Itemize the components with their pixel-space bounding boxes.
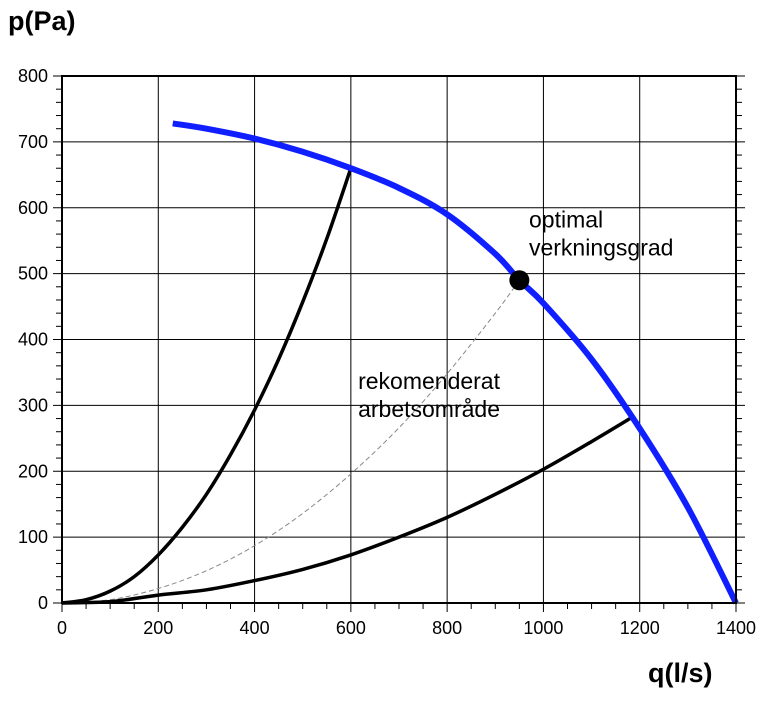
x-tick-label: 200 [143, 618, 173, 638]
plot-frame [61, 75, 737, 604]
system-curve-optimal-line [61, 279, 520, 604]
y-tick-label: 0 [38, 593, 48, 613]
x-tick-label: 1400 [716, 618, 756, 638]
x-tick-label: 600 [336, 618, 366, 638]
y-tick-label: 600 [18, 198, 48, 218]
y-tick-label: 500 [18, 264, 48, 284]
y-tick-label: 800 [18, 66, 48, 86]
plot-border [61, 75, 737, 604]
system-curve-flat-line [61, 417, 631, 605]
x-tick-label: 800 [432, 618, 462, 638]
system-curve-steep-line [61, 167, 353, 605]
y-tick-label: 100 [18, 527, 48, 547]
fan-curve-line [172, 120, 739, 605]
annotation-label: rekomenderat arbetsområde [358, 368, 501, 422]
x-tick-labels: 0 200 400 600 800 1000 1200 1400 [57, 618, 756, 638]
annotations: optimal verkningsgrad rekomenderat arbetsom… [358, 207, 673, 422]
annotation-line: rekomenderat [358, 368, 501, 394]
y-tick-label: 400 [18, 330, 48, 350]
series-group [61, 120, 739, 605]
y-tick-label: 300 [18, 395, 48, 415]
annotation-line: verkningsgrad [529, 235, 673, 261]
annotation-line: arbetsområde [358, 396, 500, 422]
annotation-line: optimal [529, 207, 603, 233]
y-tick-labels: 0 100 200 300 400 500 600 700 800 [18, 66, 48, 613]
x-tick-label: 400 [240, 618, 270, 638]
y-tick-label: 700 [18, 132, 48, 152]
x-tick-label: 0 [57, 618, 67, 638]
annotation-label: optimal verkningsgrad [529, 207, 673, 261]
optimal-point [509, 270, 530, 291]
y-axis-title: p(Pa) [8, 6, 76, 36]
x-axis-title: q(l/s) [648, 658, 713, 688]
x-tick-label: 1200 [620, 618, 660, 638]
x-tick-label: 1000 [523, 618, 563, 638]
y-tick-label: 200 [18, 461, 48, 481]
